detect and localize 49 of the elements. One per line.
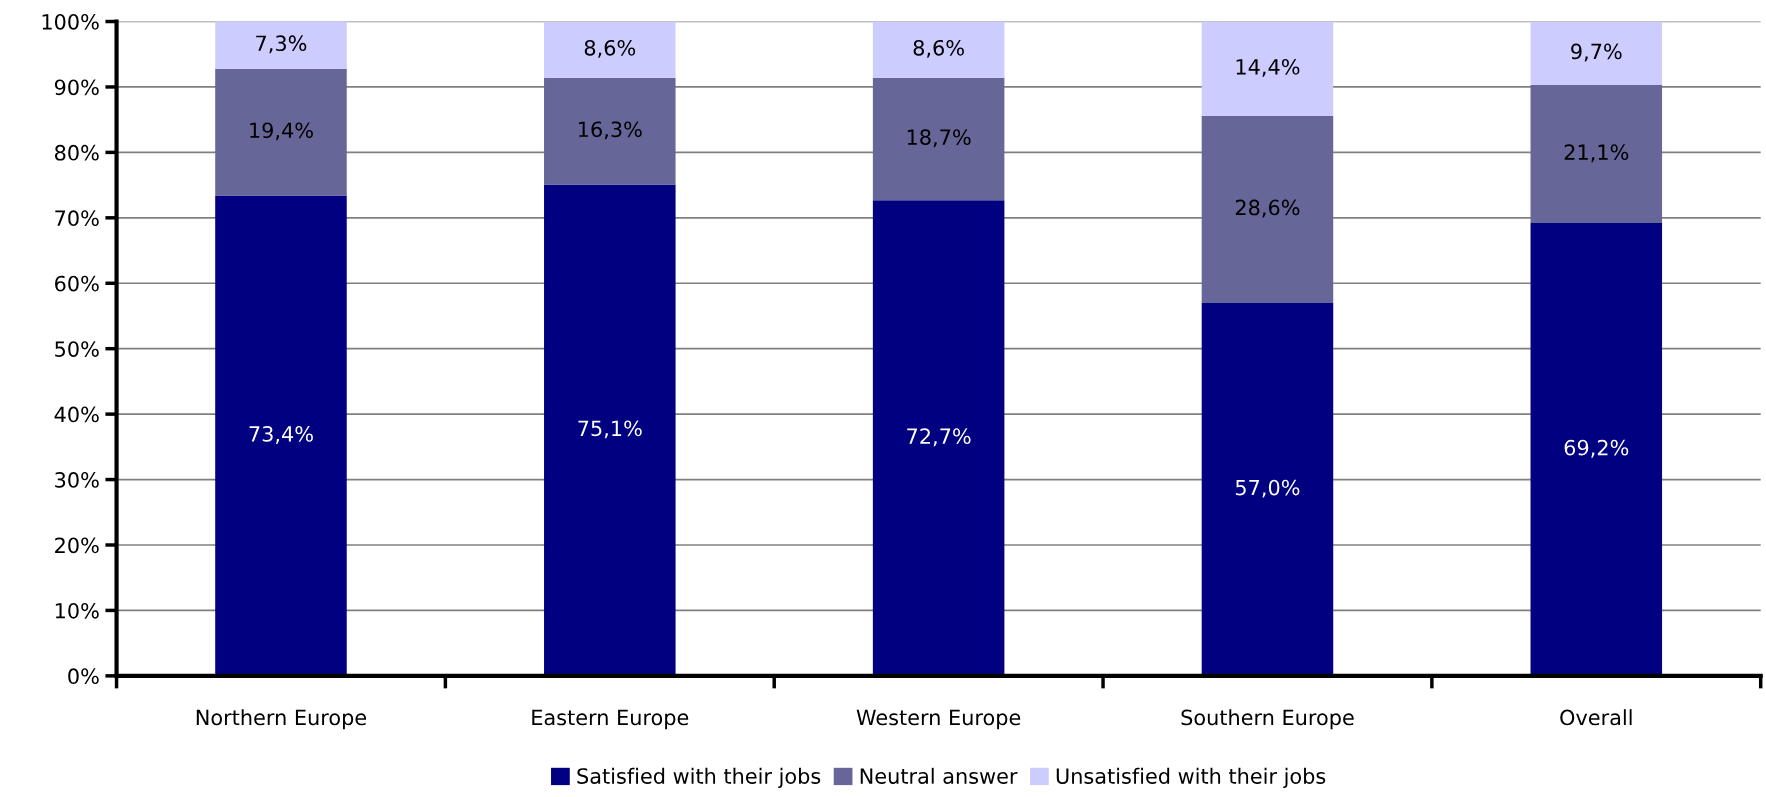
- data-label: 72,7%: [907, 428, 971, 447]
- y-tick-label: 20%: [55, 537, 99, 554]
- bar: [544, 184, 676, 676]
- data-label: 9,7%: [1571, 43, 1622, 62]
- y-tick-label: 40%: [54, 406, 99, 423]
- bar: [544, 77, 676, 185]
- data-label: 14,4%: [1236, 58, 1300, 77]
- y-tick-label: 50%: [55, 341, 99, 357]
- y-tick-label: 70%: [55, 210, 99, 227]
- bar: [1530, 21, 1663, 85]
- bar: [215, 68, 347, 196]
- data-label: 19,4%: [250, 122, 313, 141]
- data-label: 28,6%: [1235, 199, 1300, 218]
- y-tick-label: 90%: [54, 79, 99, 96]
- x-tick-label: Southern Europe: [1181, 709, 1354, 730]
- x-tick-label: Northern Europe: [196, 709, 367, 730]
- bar: [544, 21, 676, 78]
- bar: [1530, 84, 1663, 224]
- bar: [1530, 223, 1663, 676]
- bar: [872, 200, 1005, 676]
- bar: [1201, 115, 1334, 303]
- legend-label: Neutral answer: [860, 767, 1018, 784]
- x-tick-label: Eastern Europe: [532, 709, 689, 730]
- bar: [872, 77, 1005, 201]
- y-tick-label: 60%: [55, 275, 99, 292]
- y-tick-label: 10%: [55, 602, 99, 619]
- x-tick-label: Western Europe: [856, 709, 1021, 730]
- bar: [872, 21, 1005, 78]
- data-label: 57,0%: [1235, 479, 1300, 498]
- y-tick-label: 30%: [55, 472, 99, 488]
- data-label: 73,4%: [249, 426, 313, 444]
- y-tick-label: 80%: [55, 144, 99, 161]
- legend-label: Unsatisfied with their jobs: [1056, 767, 1326, 788]
- data-label: 21,1%: [1564, 144, 1629, 163]
- data-label: 18,7%: [907, 129, 971, 148]
- data-label: 8,6%: [913, 39, 964, 58]
- bar: [215, 195, 347, 676]
- data-label: 16,3%: [579, 121, 642, 140]
- y-tick-label: 100%: [42, 13, 99, 30]
- data-label: 7,3%: [256, 35, 307, 54]
- data-label: 75,1%: [578, 420, 642, 439]
- x-tick-label: Overall: [1560, 709, 1632, 726]
- y-tick-label: 0%: [68, 668, 99, 685]
- bar: [1201, 21, 1334, 116]
- legend-label: Satisfied with their jobs: [577, 767, 821, 788]
- bar: [215, 21, 347, 69]
- data-label: 8,6%: [584, 39, 636, 58]
- data-label: 69,2%: [1564, 439, 1629, 458]
- bar: [1201, 302, 1334, 676]
